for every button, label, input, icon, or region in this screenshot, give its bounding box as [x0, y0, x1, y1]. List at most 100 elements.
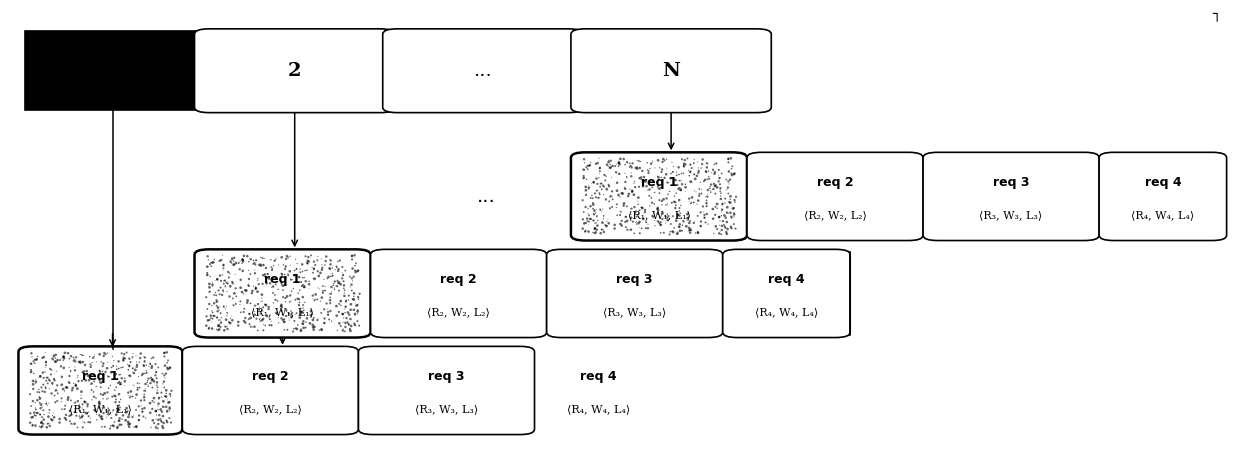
- Point: [315, 306, 335, 313]
- Point: [586, 229, 606, 236]
- Point: [342, 307, 362, 314]
- Point: [68, 424, 88, 431]
- Point: [157, 407, 177, 414]
- Point: [46, 358, 66, 365]
- Point: [342, 256, 362, 263]
- Point: [151, 389, 171, 396]
- Point: [307, 268, 327, 275]
- Point: [652, 166, 672, 173]
- Point: [221, 315, 240, 322]
- Point: [654, 157, 674, 164]
- Point: [146, 411, 166, 419]
- Point: [572, 225, 592, 232]
- Text: ...: ...: [477, 187, 496, 206]
- Point: [59, 379, 79, 386]
- Point: [87, 383, 107, 390]
- Point: [93, 363, 113, 370]
- Point: [199, 324, 219, 331]
- Point: [98, 373, 118, 381]
- Point: [74, 372, 94, 380]
- Point: [276, 274, 296, 281]
- Point: [586, 206, 606, 213]
- Point: [299, 278, 318, 285]
- Point: [698, 193, 717, 201]
- Point: [341, 322, 361, 330]
- Point: [657, 201, 676, 208]
- Point: [250, 261, 270, 268]
- Point: [632, 204, 652, 211]
- Point: [333, 271, 353, 278]
- Point: [104, 392, 124, 399]
- Point: [667, 190, 686, 197]
- Point: [587, 222, 607, 229]
- Point: [304, 324, 323, 331]
- Point: [121, 388, 141, 395]
- Point: [307, 257, 327, 264]
- Point: [38, 413, 58, 420]
- Point: [136, 369, 156, 377]
- Point: [709, 178, 729, 185]
- Point: [123, 350, 142, 357]
- Point: [322, 270, 342, 277]
- Point: [56, 384, 76, 391]
- Point: [24, 370, 43, 377]
- Point: [69, 413, 89, 420]
- Point: [601, 192, 621, 199]
- Point: [30, 423, 50, 430]
- Point: [669, 185, 689, 193]
- Point: [653, 155, 673, 162]
- Point: [90, 368, 110, 375]
- Point: [320, 265, 339, 273]
- Point: [98, 408, 118, 415]
- Point: [633, 215, 653, 223]
- Point: [304, 314, 323, 321]
- Point: [154, 424, 173, 431]
- Point: [688, 158, 707, 166]
- Point: [247, 257, 266, 264]
- Point: [593, 212, 613, 219]
- Point: [572, 216, 592, 223]
- Point: [302, 264, 322, 271]
- Point: [686, 172, 706, 179]
- Point: [214, 327, 234, 334]
- Point: [339, 273, 359, 280]
- Point: [577, 190, 597, 197]
- Point: [636, 208, 655, 216]
- Point: [154, 403, 173, 410]
- Point: [580, 215, 600, 223]
- Point: [140, 380, 160, 387]
- FancyBboxPatch shape: [19, 347, 182, 435]
- Point: [63, 358, 83, 365]
- Point: [69, 358, 89, 365]
- Point: [260, 315, 280, 323]
- Point: [332, 263, 352, 271]
- Point: [312, 264, 332, 271]
- Point: [275, 281, 295, 288]
- Point: [130, 354, 150, 362]
- Point: [344, 296, 364, 303]
- Point: [110, 421, 130, 429]
- Point: [719, 184, 738, 191]
- Point: [325, 286, 344, 293]
- Point: [157, 419, 177, 426]
- Point: [76, 398, 95, 406]
- Point: [343, 296, 363, 303]
- Point: [292, 261, 312, 268]
- Point: [147, 425, 167, 432]
- Point: [316, 261, 336, 269]
- Point: [268, 278, 287, 285]
- Point: [228, 322, 248, 329]
- Point: [119, 389, 139, 396]
- Point: [230, 301, 250, 308]
- Point: [120, 394, 140, 401]
- Point: [107, 366, 126, 373]
- Point: [600, 161, 620, 168]
- Point: [712, 201, 732, 208]
- Point: [679, 172, 699, 179]
- Point: [321, 288, 341, 295]
- Point: [689, 164, 709, 172]
- Point: [611, 155, 631, 162]
- Point: [256, 280, 276, 287]
- Point: [684, 171, 704, 178]
- FancyBboxPatch shape: [195, 29, 395, 112]
